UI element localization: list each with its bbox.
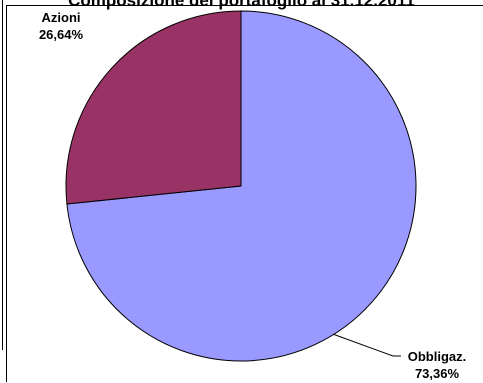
label-obbligaz-name: Obbligaz. bbox=[408, 349, 467, 364]
leader-line-obbligaz bbox=[333, 333, 401, 357]
chart-title: Composizione del portafoglio al 31.12.20… bbox=[68, 0, 415, 10]
plot-frame bbox=[6, 5, 483, 382]
label-azioni-value: 26,64% bbox=[39, 27, 84, 42]
label-azioni-name: Azioni bbox=[42, 10, 81, 25]
label-obbligaz-value: 73,36% bbox=[415, 366, 460, 381]
left-border-line bbox=[0, 0, 3, 350]
pie-slice-azioni bbox=[65, 10, 242, 205]
